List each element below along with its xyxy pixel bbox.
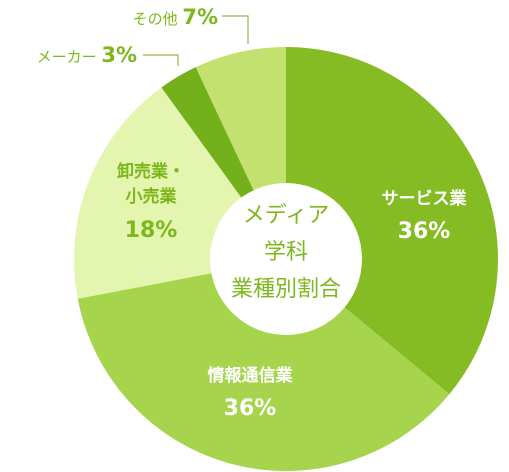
slice-label-other: その他 7% xyxy=(133,5,218,29)
pie-slice-services xyxy=(286,47,498,395)
center-label-line: メディア xyxy=(243,203,329,228)
slice-label-services: サービス業 xyxy=(382,188,467,209)
slice-label-wholesale: 小売業 xyxy=(126,186,177,207)
slice-label-info: 情報通信業 xyxy=(208,365,293,386)
slice-label-wholesale: 卸売業・ xyxy=(117,161,185,182)
center-label-line: 学科 xyxy=(264,240,308,265)
center-hole xyxy=(210,183,362,335)
slice-label-maker: メーカー 3% xyxy=(37,43,137,67)
center-label-line: 業種別割合 xyxy=(231,277,341,302)
slice-value-info: 36% xyxy=(224,396,277,421)
pie-slice-info xyxy=(77,259,450,471)
leader-line-maker xyxy=(143,54,179,66)
leader-line-other xyxy=(222,15,249,44)
slice-value-wholesale: 18% xyxy=(125,218,178,243)
slice-value-services: 36% xyxy=(398,219,451,244)
